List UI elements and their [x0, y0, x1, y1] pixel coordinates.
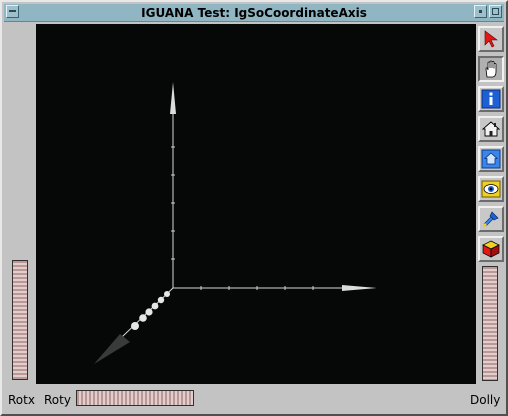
- x-axis-arrowhead: [342, 285, 377, 291]
- title-bar[interactable]: IGUANA Test: IgSoCoordinateAxis: [4, 4, 504, 22]
- view-mode-button[interactable]: [478, 56, 504, 82]
- view-all-button[interactable]: [478, 176, 504, 202]
- seek-button[interactable]: [478, 206, 504, 232]
- set-home-button[interactable]: [478, 146, 504, 172]
- help-button[interactable]: [478, 86, 504, 112]
- projection-cube-icon: [482, 240, 500, 258]
- window-menu-button[interactable]: [6, 5, 19, 18]
- x-axis-ticks: [200, 286, 314, 290]
- y-axis-ticks: [171, 146, 175, 260]
- home-button[interactable]: [478, 116, 504, 142]
- maximize-button[interactable]: [489, 5, 502, 18]
- info-icon: [481, 89, 501, 109]
- z-axis-ticks: [131, 291, 170, 330]
- rotx-thumbwheel[interactable]: [12, 260, 28, 380]
- rotx-label: Rotx: [8, 393, 35, 407]
- y-axis-arrowhead: [170, 82, 176, 114]
- minimize-button[interactable]: [474, 5, 487, 18]
- dolly-label: Dolly: [470, 393, 501, 407]
- set-home-icon: [481, 149, 501, 169]
- dolly-thumbwheel[interactable]: [482, 266, 498, 381]
- coordinate-axis-scene: [94, 82, 377, 364]
- select-mode-button[interactable]: [478, 26, 504, 52]
- roty-thumbwheel[interactable]: [76, 390, 194, 406]
- 3d-viewport[interactable]: [36, 24, 476, 384]
- view-all-eye-icon: [481, 180, 501, 198]
- z-axis-arrowhead: [94, 334, 130, 364]
- home-icon: [481, 121, 501, 137]
- seek-flashlight-icon: [483, 211, 499, 227]
- projection-toggle-button[interactable]: [478, 236, 504, 262]
- window-title: IGUANA Test: IgSoCoordinateAxis: [141, 6, 367, 20]
- hand-view-icon: [485, 60, 497, 78]
- select-arrow-icon: [484, 30, 498, 48]
- roty-label: Roty: [44, 393, 71, 407]
